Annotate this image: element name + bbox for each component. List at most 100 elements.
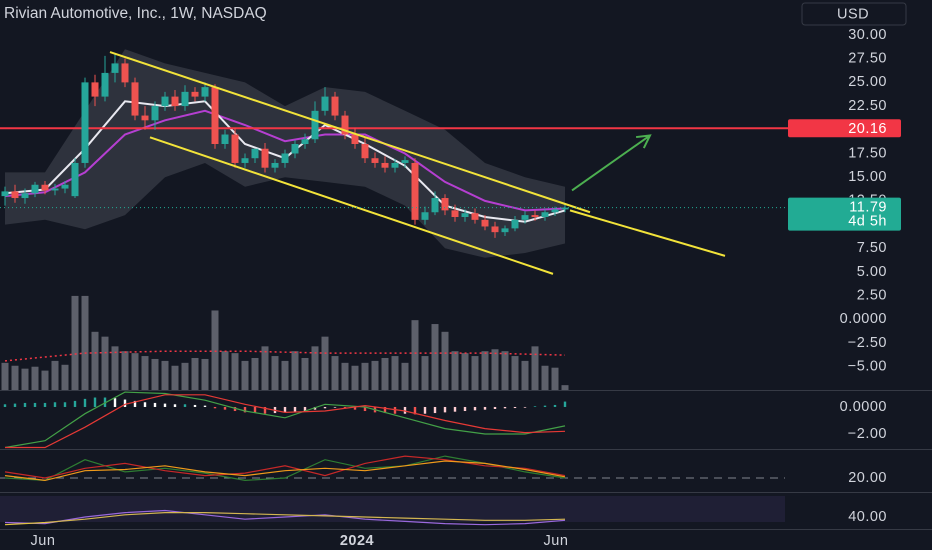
macd-histogram-bar <box>173 404 177 407</box>
candle-body <box>101 72 109 97</box>
candle-body <box>541 212 549 217</box>
volume-bar <box>551 367 559 390</box>
volume-bar <box>31 366 39 390</box>
candle-body <box>271 162 279 168</box>
macd-histogram-bar <box>443 406 447 413</box>
macd-histogram-bar <box>533 406 537 407</box>
pane2-line <box>4 460 566 482</box>
candle-body <box>351 134 359 144</box>
macd-histogram-bar <box>213 406 217 409</box>
volume-bar <box>281 360 289 390</box>
macd-histogram-bar <box>323 406 327 409</box>
macd-histogram-bar <box>513 406 517 409</box>
volume-bar <box>171 365 179 390</box>
volume-bar <box>121 351 129 390</box>
arrow <box>571 134 652 192</box>
pane2-line <box>4 455 566 482</box>
candle-body <box>31 184 39 194</box>
trendline <box>569 209 726 257</box>
macd-histogram-bar <box>183 404 187 407</box>
volume-bar <box>161 360 169 390</box>
y-tick-label: 0.0000 <box>840 399 887 415</box>
volume-bar <box>91 331 99 390</box>
candle-body <box>191 91 199 97</box>
macd-histogram-bar <box>523 406 527 408</box>
macd-histogram-bar <box>193 404 197 407</box>
volume-bar <box>61 364 69 390</box>
volume-bar <box>311 346 319 390</box>
candle-body <box>251 148 259 159</box>
candle-body <box>81 82 89 163</box>
macd-histogram-bar <box>23 402 27 407</box>
macd-histogram-bar <box>143 402 147 407</box>
bar-countdown: 4d 5h <box>848 213 887 229</box>
macd-histogram-bar <box>383 406 387 414</box>
candle-body <box>481 219 489 227</box>
macd-histogram-bar <box>83 398 87 407</box>
candle-body <box>121 63 129 83</box>
moving-average <box>4 109 566 212</box>
macd-histogram-bar <box>203 405 207 407</box>
candle-body <box>171 96 179 107</box>
candle-body <box>441 198 449 211</box>
macd-histogram-bar <box>263 406 267 414</box>
candle-body <box>371 158 379 163</box>
macd-histogram-bar <box>153 402 157 407</box>
volume-bar <box>191 357 199 390</box>
macd-histogram-bar <box>293 406 297 412</box>
volume-bar <box>211 310 219 390</box>
volume-bar <box>51 360 59 390</box>
macd-histogram-bar <box>3 404 7 407</box>
volume-bar <box>141 356 149 390</box>
volume-bar <box>41 370 49 390</box>
y-tick-label: 40.00 <box>848 509 887 525</box>
volume-bar <box>291 351 299 390</box>
macd-histogram-bar <box>393 406 397 414</box>
macd-histogram-bar <box>493 406 497 410</box>
currency[interactable]: USD <box>837 6 869 22</box>
price-line-label: 20.16 <box>848 121 887 137</box>
macd-histogram-bar <box>163 403 167 407</box>
macd-line <box>4 391 566 449</box>
macd-histogram-bar <box>453 406 457 412</box>
y-tick-label: 2.50 <box>857 288 887 304</box>
macd-histogram-bar <box>123 399 127 407</box>
candle-body <box>61 184 69 189</box>
volume-bar <box>431 324 439 390</box>
volume-bar <box>441 331 449 390</box>
macd-histogram-bar <box>343 406 347 409</box>
macd-histogram-bar <box>13 403 17 407</box>
volume-bar <box>131 353 139 390</box>
macd-histogram-bar <box>63 402 67 407</box>
candle-body <box>361 143 369 159</box>
macd-histogram-bar <box>413 406 417 415</box>
trendline <box>149 136 554 275</box>
volume-bar <box>261 346 269 390</box>
volume-bar <box>361 362 369 390</box>
macd-histogram-bar <box>223 406 227 410</box>
candle-body <box>281 153 289 163</box>
pane3-zone <box>0 496 785 522</box>
macd-histogram-bar <box>433 406 437 414</box>
volume-bar <box>381 357 389 390</box>
volume-bar <box>251 357 259 390</box>
volume-bar <box>21 368 29 390</box>
plot-area <box>0 49 788 526</box>
candle-body <box>461 213 469 217</box>
macd-histogram-bar <box>543 405 547 407</box>
volume-bar <box>521 360 529 390</box>
volume-bar <box>321 336 329 390</box>
candle-body <box>451 210 459 217</box>
volume-bar <box>181 362 189 390</box>
y-tick-label: 5.00 <box>857 264 887 280</box>
currency-box[interactable] <box>801 2 907 26</box>
candle-body <box>341 115 349 135</box>
volume-bar <box>81 295 89 390</box>
volume-bar <box>241 360 249 390</box>
candle-body <box>161 96 169 107</box>
volume-bar <box>541 365 549 390</box>
candle-body <box>331 96 339 116</box>
candle-body <box>141 115 149 121</box>
trendline <box>109 51 591 214</box>
